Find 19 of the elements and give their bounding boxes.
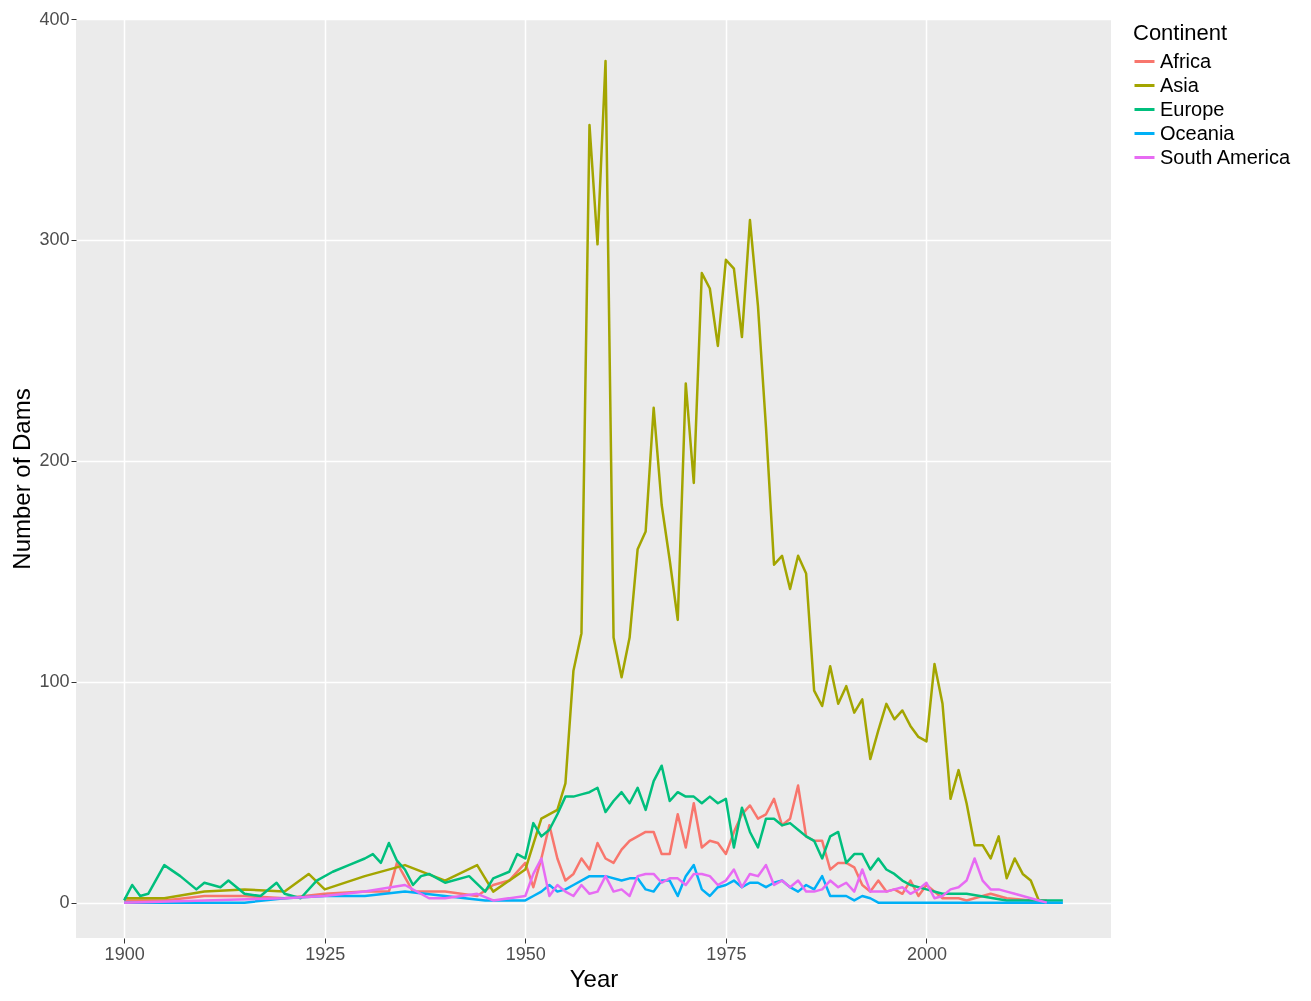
x-tick-label: 1925	[305, 943, 346, 964]
x-tick-label: 1950	[505, 943, 546, 964]
legend-label: Africa	[1160, 49, 1212, 72]
y-tick-label: 200	[39, 450, 70, 471]
y-tick-label: 300	[39, 229, 70, 250]
x-tick-label: 2000	[906, 943, 947, 964]
y-tick-label: 400	[39, 8, 70, 29]
x-axis-title: Year	[569, 964, 619, 992]
x-tick-label: 1900	[104, 943, 145, 964]
x-tick-label: 1975	[706, 943, 747, 964]
line-series	[122, 764, 1065, 902]
legend-label: Oceania	[1160, 121, 1236, 144]
legend-label: Europe	[1160, 97, 1225, 120]
legend-label: South America	[1160, 145, 1291, 168]
y-axis-title: Number of Dams	[8, 388, 36, 570]
legend-label: Asia	[1160, 73, 1200, 96]
legend-title: Continent	[1133, 20, 1228, 45]
y-tick-label: 0	[59, 892, 70, 913]
y-tick-label: 100	[39, 671, 70, 692]
